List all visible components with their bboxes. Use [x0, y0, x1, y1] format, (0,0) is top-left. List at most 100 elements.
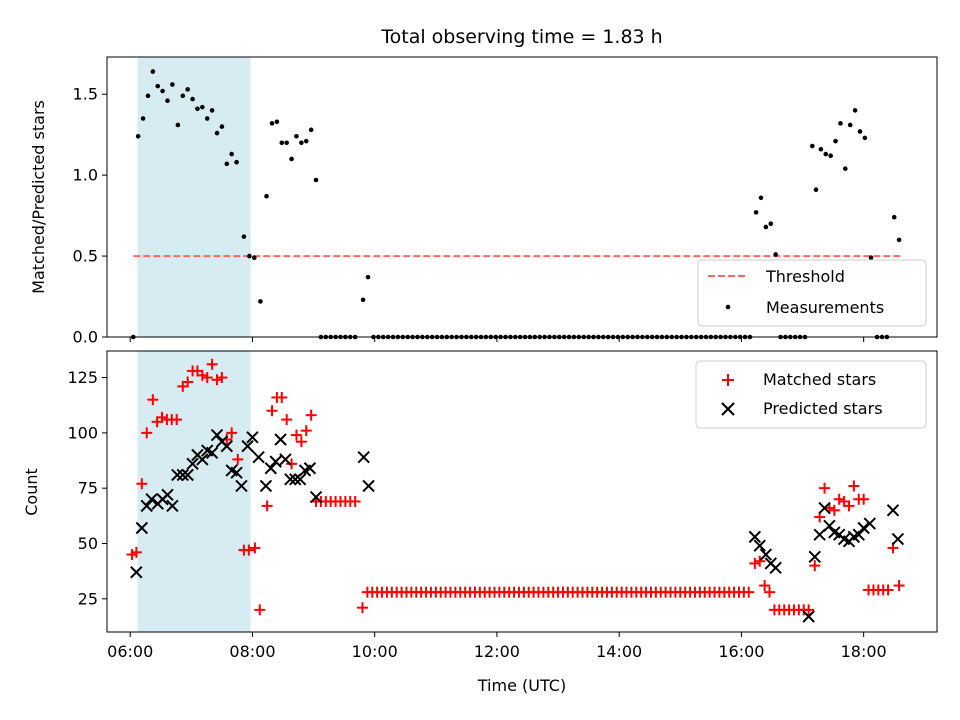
matched-star-point: [286, 458, 298, 470]
matched-star-point: [754, 555, 766, 567]
predicted-star-point: [279, 453, 292, 466]
matched-star-point: [141, 427, 153, 439]
predicted-star-point: [210, 428, 224, 442]
predicted-stars-points: [130, 428, 905, 623]
matched-star-point: [216, 372, 228, 384]
predicted-star-point: [171, 468, 184, 482]
matched-star-point: [171, 414, 183, 426]
bottom-x-tick-label: 16:00: [718, 642, 764, 661]
measurement-point: [279, 140, 285, 146]
matched-star-point: [843, 500, 855, 512]
bottom-x-tick-label: 06:00: [107, 642, 153, 661]
measurement-point: [160, 88, 165, 94]
measurement-point: [204, 116, 210, 121]
matched-star-point: [300, 425, 312, 437]
matched-star-point: [182, 376, 194, 388]
measurement-point: [140, 116, 146, 121]
matched-star-point: [295, 436, 307, 448]
matched-star-point: [349, 495, 361, 507]
measurement-point: [185, 87, 190, 92]
predicted-star-point: [176, 468, 189, 482]
predicted-star-point: [748, 530, 762, 544]
predicted-star-point: [259, 479, 273, 493]
legend-predicted-label: Predicted stars: [763, 399, 883, 418]
predicted-star-point: [857, 521, 870, 535]
legend-measurements-label: Measurements: [766, 298, 884, 317]
matched-star-point: [828, 504, 840, 516]
bottom-x-tick-label: 18:00: [841, 642, 887, 661]
measurement-point: [299, 140, 304, 146]
measurement-point: [763, 224, 769, 230]
measurement-point: [258, 299, 263, 304]
legend-matched-label: Matched stars: [763, 370, 876, 389]
bottom-x-ticks: 06:00 08:00 10:00 12:00 14:00 16:00 18:00: [107, 632, 887, 661]
top-y-axis-label: Matched/Predicted stars: [29, 100, 48, 294]
predicted-star-point: [264, 462, 278, 475]
measurement-point: [165, 98, 170, 103]
matched-star-point: [281, 414, 293, 426]
measurement-point: [862, 135, 868, 141]
top-x-ticks: [129, 337, 865, 342]
measurement-point: [214, 130, 220, 136]
measurement-point: [313, 177, 319, 183]
predicted-star-point: [252, 450, 265, 464]
measurement-point: [818, 146, 824, 152]
matched-star-point: [226, 427, 238, 439]
predicted-star-point: [235, 479, 248, 493]
bottom-y-ticks: 25 50 75 100 125: [67, 368, 107, 608]
measurement-point: [175, 122, 181, 128]
predicted-star-point: [274, 433, 287, 446]
predicted-star-point: [196, 453, 209, 466]
top-y-ticks: 0.0 0.5 1.0 1.5: [73, 85, 107, 347]
matched-star-point: [232, 453, 244, 465]
matched-star-point: [819, 482, 831, 494]
top-observing-span: [137, 57, 251, 337]
measurement-point: [365, 274, 371, 280]
measurement-point: [284, 140, 289, 146]
matched-star-point: [211, 374, 223, 386]
predicted-star-point: [863, 517, 876, 530]
predicted-star-point: [886, 504, 900, 517]
predicted-star-point: [753, 539, 766, 552]
predicted-star-point: [230, 466, 243, 479]
predicted-star-point: [130, 566, 143, 579]
predicted-star-point: [303, 462, 317, 475]
top-y-tick-label: 0.0: [73, 328, 98, 347]
measurement-point: [289, 156, 294, 162]
measurement-point: [150, 69, 156, 74]
predicted-star-point: [802, 610, 815, 623]
top-chart-title: Total observing time = 1.83 h: [380, 26, 662, 48]
measurement-point: [896, 237, 902, 243]
top-legend: Threshold Measurements: [697, 259, 927, 327]
predicted-star-point: [140, 499, 153, 513]
measurement-point: [833, 138, 838, 144]
predicted-star-point: [205, 446, 219, 459]
measurement-point: [145, 93, 151, 99]
predicted-star-point: [246, 431, 259, 444]
measurement-point: [868, 255, 874, 260]
bottom-x-tick-label: 10:00: [352, 642, 398, 661]
predicted-star-point: [145, 493, 158, 506]
bottom-legend: Matched stars Predicted stars: [695, 360, 927, 429]
matched-star-point: [254, 604, 266, 616]
matched-star-point: [858, 493, 870, 505]
measurement-point: [274, 119, 280, 125]
predicted-star-point: [309, 490, 323, 504]
measurement-point: [247, 253, 252, 259]
measurement-point: [852, 108, 858, 113]
predicted-star-point: [891, 532, 905, 546]
measurement-point: [224, 161, 230, 167]
bottom-axes-frame: [106, 350, 938, 633]
predicted-star-point: [181, 468, 194, 482]
matched-star-point: [893, 580, 905, 592]
measurement-point: [180, 93, 186, 99]
predicted-star-point: [241, 439, 254, 453]
measurement-point: [135, 134, 141, 139]
bottom-y-tick-label: 75: [78, 479, 98, 498]
measurement-point: [195, 106, 200, 112]
predicted-star-point: [220, 439, 234, 453]
top-y-tick-label: 1.0: [73, 166, 98, 185]
matched-star-point: [305, 409, 317, 421]
predicted-star-point: [161, 488, 174, 502]
measurement-point: [241, 234, 247, 239]
